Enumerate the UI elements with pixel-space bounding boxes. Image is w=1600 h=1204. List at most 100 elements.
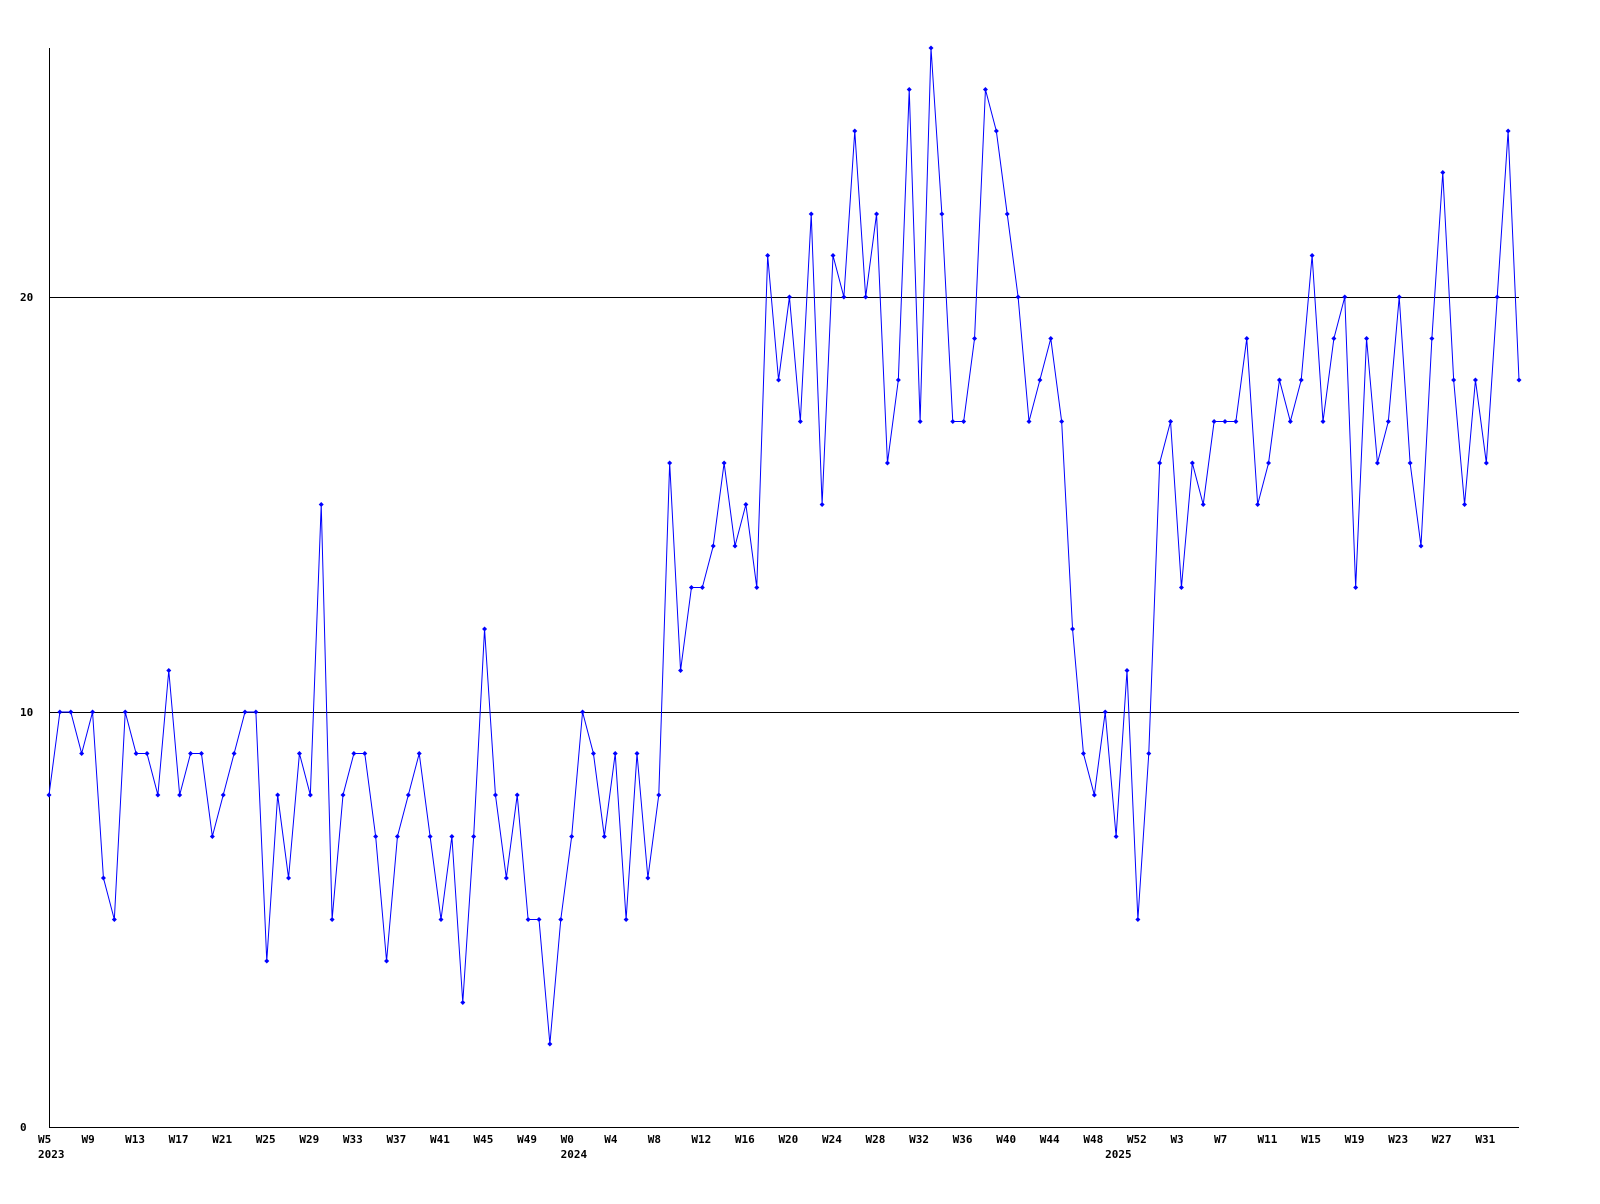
point xyxy=(100,875,106,881)
point xyxy=(318,502,324,507)
point xyxy=(1222,419,1228,424)
point xyxy=(645,875,651,881)
point xyxy=(688,585,694,590)
point xyxy=(188,751,194,756)
point xyxy=(1320,419,1326,424)
point xyxy=(1298,377,1304,383)
point xyxy=(1037,377,1043,383)
point xyxy=(884,460,890,466)
point xyxy=(928,45,934,51)
x-tick-label: W19 xyxy=(1345,1133,1365,1146)
point xyxy=(939,211,945,217)
point xyxy=(993,128,999,134)
point xyxy=(1309,253,1315,258)
point xyxy=(623,917,629,922)
x-tick-label: W12 xyxy=(691,1133,711,1146)
point xyxy=(231,751,237,756)
point xyxy=(547,1041,553,1047)
point xyxy=(786,294,792,300)
point xyxy=(1483,460,1489,466)
point xyxy=(1124,668,1130,673)
point xyxy=(1157,460,1163,466)
point xyxy=(427,834,433,839)
point xyxy=(122,709,128,715)
x-tick-label: W15 xyxy=(1301,1133,1321,1146)
year-label: 2024 xyxy=(561,1148,588,1161)
point xyxy=(863,294,869,300)
point xyxy=(558,917,564,922)
point xyxy=(1429,336,1435,341)
point xyxy=(754,585,760,590)
point xyxy=(1440,170,1446,175)
point xyxy=(830,253,836,258)
point xyxy=(743,502,749,507)
x-tick-label: W36 xyxy=(953,1133,973,1146)
y-tick-label: 0 xyxy=(20,1121,27,1134)
year-label: 2023 xyxy=(38,1148,65,1161)
year-label: 2025 xyxy=(1105,1148,1132,1161)
x-tick-label: W28 xyxy=(866,1133,886,1146)
point xyxy=(1102,709,1108,715)
x-tick-label: W0 xyxy=(561,1133,574,1146)
point xyxy=(536,917,542,922)
point xyxy=(329,917,335,922)
point xyxy=(351,751,357,756)
point xyxy=(1418,543,1424,549)
x-tick-label: W45 xyxy=(474,1133,494,1146)
x-tick-label: W23 xyxy=(1388,1133,1408,1146)
point xyxy=(394,834,400,839)
point xyxy=(166,668,172,673)
point xyxy=(1059,419,1065,424)
point xyxy=(198,751,204,756)
point xyxy=(1364,336,1370,341)
point xyxy=(133,751,139,756)
y-tick-label: 10 xyxy=(20,706,33,719)
point xyxy=(362,751,368,756)
x-tick-label: W3 xyxy=(1170,1133,1183,1146)
point xyxy=(177,792,183,798)
point xyxy=(514,792,520,798)
point xyxy=(982,87,988,92)
point xyxy=(438,917,444,922)
point xyxy=(678,668,684,673)
point xyxy=(1211,419,1217,424)
point xyxy=(874,211,880,217)
point xyxy=(253,709,259,715)
point xyxy=(1276,377,1282,383)
point xyxy=(776,377,782,383)
point xyxy=(1004,211,1010,217)
point xyxy=(612,751,618,756)
point xyxy=(449,834,455,839)
point xyxy=(961,419,967,424)
x-tick-label: W16 xyxy=(735,1133,755,1146)
point xyxy=(1189,460,1195,466)
point xyxy=(1494,294,1500,300)
point xyxy=(667,460,673,466)
x-tick-label: W17 xyxy=(169,1133,189,1146)
point xyxy=(808,211,814,217)
x-tick-label: W5 xyxy=(38,1133,51,1146)
point xyxy=(1200,502,1206,507)
point xyxy=(155,792,161,798)
point xyxy=(1266,460,1272,466)
point xyxy=(1342,294,1348,300)
point xyxy=(1353,585,1359,590)
x-tick-label: W24 xyxy=(822,1133,842,1146)
point xyxy=(1113,834,1119,839)
point xyxy=(471,834,477,839)
point xyxy=(972,336,978,341)
point xyxy=(601,834,607,839)
x-tick-label: W7 xyxy=(1214,1133,1227,1146)
point xyxy=(950,419,956,424)
point xyxy=(841,294,847,300)
point xyxy=(264,958,270,964)
point xyxy=(1146,751,1152,756)
point xyxy=(580,709,586,715)
point xyxy=(590,751,596,756)
point xyxy=(416,751,422,756)
point xyxy=(819,502,825,507)
point xyxy=(90,709,96,715)
point xyxy=(209,834,215,839)
point xyxy=(699,585,705,590)
point xyxy=(46,792,52,798)
